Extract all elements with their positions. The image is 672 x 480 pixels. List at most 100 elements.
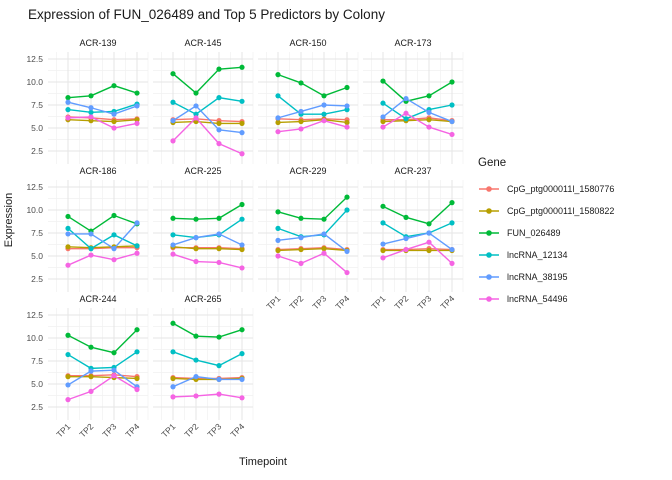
- data-point-lncRNA_54496: [380, 255, 386, 261]
- data-point-FUN_026489: [193, 333, 199, 339]
- legend-title: Gene: [478, 157, 507, 169]
- data-point-FUN_026489: [111, 83, 117, 89]
- series-line-FUN_026489: [382, 80, 453, 103]
- data-point-lncRNA_54496: [403, 246, 409, 253]
- x-tick-label: TP1: [369, 293, 387, 311]
- data-point-lncRNA_12134: [344, 207, 350, 213]
- y-tick-label: 12.5: [26, 54, 43, 64]
- data-point-lncRNA_54496: [111, 125, 117, 131]
- data-point-lncRNA_38195: [134, 220, 140, 226]
- x-tick-label: TP2: [77, 421, 95, 439]
- series-line-lncRNA_54496: [67, 374, 138, 401]
- data-point-lncRNA_12134: [216, 95, 222, 101]
- data-point-lncRNA_54496: [134, 386, 140, 393]
- series-line-lncRNA_12134: [277, 95, 348, 115]
- data-point-lncRNA_12134: [239, 351, 245, 357]
- data-point-lncRNA_54496: [216, 391, 222, 397]
- data-point-lncRNA_54496: [239, 151, 245, 157]
- data-point-lncRNA_54496: [239, 265, 245, 271]
- y-tick-label: 7.5: [31, 100, 43, 110]
- data-point-lncRNA_12134: [321, 111, 327, 117]
- legend-key-point: [486, 296, 492, 302]
- series-line-FUN_026489: [67, 84, 138, 99]
- data-point-FUN_026489: [275, 209, 281, 215]
- x-tick-label: TP2: [182, 421, 200, 439]
- data-point-lncRNA_38195: [403, 235, 409, 242]
- data-point-FUN_026489: [321, 93, 327, 99]
- series-line-lncRNA_38195: [67, 369, 138, 388]
- data-point-lncRNA_54496: [170, 251, 176, 257]
- data-point-FUN_026489: [239, 327, 245, 333]
- x-tick-label: TP4: [123, 421, 141, 439]
- facet-panel-acr-145: ACR-145: [153, 38, 254, 164]
- series-line-CpG_ptg000011l_1580776: [383, 247, 453, 251]
- data-point-CpG_ptg000011l_1580822: [298, 246, 304, 253]
- data-point-lncRNA_54496: [321, 250, 327, 256]
- facet-panel-acr-173: ACR-173: [363, 38, 464, 164]
- data-point-FUN_026489: [426, 221, 432, 227]
- y-tick-label: 5.0: [31, 251, 43, 261]
- data-point-lncRNA_54496: [193, 258, 199, 265]
- series-line-FUN_026489: [382, 202, 453, 225]
- legend-entry-CpG_ptg000011l_1580822: CpG_ptg000011l_1580822: [478, 200, 668, 222]
- data-point-lncRNA_38195: [449, 118, 455, 125]
- data-point-lncRNA_38195: [88, 231, 94, 237]
- data-point-lncRNA_54496: [88, 388, 94, 394]
- data-point-lncRNA_54496: [275, 129, 281, 135]
- data-point-lncRNA_38195: [426, 109, 432, 115]
- chart-title: Expression of FUN_026489 and Top 5 Predi…: [28, 7, 385, 22]
- data-point-FUN_026489: [321, 216, 327, 222]
- data-point-lncRNA_12134: [134, 349, 140, 355]
- facet-strip-label: ACR-225: [184, 166, 221, 176]
- data-point-FUN_026489: [403, 214, 409, 220]
- data-point-CpG_ptg000011l_1580822: [88, 118, 94, 124]
- series-line-FUN_026489: [277, 196, 348, 220]
- data-point-lncRNA_38195: [65, 382, 71, 388]
- data-point-CpG_ptg000011l_1580822: [298, 118, 304, 125]
- data-point-lncRNA_54496: [344, 269, 350, 276]
- series-line-CpG_ptg000011l_1580776: [68, 247, 137, 250]
- facet-panel-acr-229: ACR-229 TP1 TP2 TP3 TP4: [258, 166, 359, 311]
- data-point-FUN_026489: [170, 320, 176, 326]
- data-point-lncRNA_12134: [134, 243, 140, 249]
- data-point-CpG_ptg000011l_1580822: [134, 375, 140, 382]
- y-tick-label: 2.5: [31, 274, 43, 284]
- facet-panel-acr-186: ACR-186 2.5 5.0 7.5 10.0 12.5: [26, 166, 149, 292]
- series-line-lncRNA_54496: [277, 119, 348, 133]
- data-point-CpG_ptg000011l_1580822: [216, 120, 222, 126]
- data-point-CpG_ptg000011l_1580822: [239, 120, 245, 126]
- data-point-lncRNA_12134: [449, 102, 455, 108]
- x-tick-label: TP4: [438, 293, 456, 311]
- facet-strip-label: ACR-244: [79, 294, 116, 304]
- series-line-lncRNA_12134: [67, 103, 138, 114]
- data-point-lncRNA_38195: [134, 103, 140, 109]
- series-line-lncRNA_54496: [67, 116, 138, 129]
- data-point-lncRNA_12134: [239, 216, 245, 222]
- data-point-CpG_ptg000011l_1580822: [65, 244, 71, 250]
- data-point-lncRNA_38195: [380, 241, 386, 247]
- series-line-lncRNA_38195: [68, 222, 138, 250]
- facet-strip-label: ACR-139: [79, 38, 116, 48]
- data-point-lncRNA_54496: [403, 110, 409, 116]
- data-point-lncRNA_12134: [170, 99, 176, 105]
- data-point-FUN_026489: [170, 215, 176, 221]
- y-tick-label: 2.5: [31, 402, 43, 412]
- data-point-lncRNA_54496: [193, 115, 199, 121]
- y-axis-title: Expression: [3, 192, 15, 248]
- series-line-CpG_ptg000011l_1580822: [67, 119, 138, 123]
- y-tick-label: 12.5: [26, 310, 43, 320]
- series-line-CpG_ptg000011l_1580776: [68, 374, 138, 378]
- series-line-CpG_ptg000011l_1580776: [277, 247, 348, 251]
- data-point-CpG_ptg000011l_1580822: [134, 117, 140, 123]
- series-line-lncRNA_54496: [172, 253, 243, 269]
- x-tick-label: TP3: [100, 421, 118, 439]
- data-point-lncRNA_54496: [134, 250, 140, 256]
- legend-entry-FUN_026489: FUN_026489: [478, 222, 668, 244]
- data-point-FUN_026489: [449, 79, 455, 85]
- facet-strip-label: ACR-173: [394, 38, 431, 48]
- data-point-lncRNA_54496: [88, 114, 94, 120]
- data-point-lncRNA_54496: [65, 262, 71, 268]
- series-line-lncRNA_38195: [172, 375, 242, 388]
